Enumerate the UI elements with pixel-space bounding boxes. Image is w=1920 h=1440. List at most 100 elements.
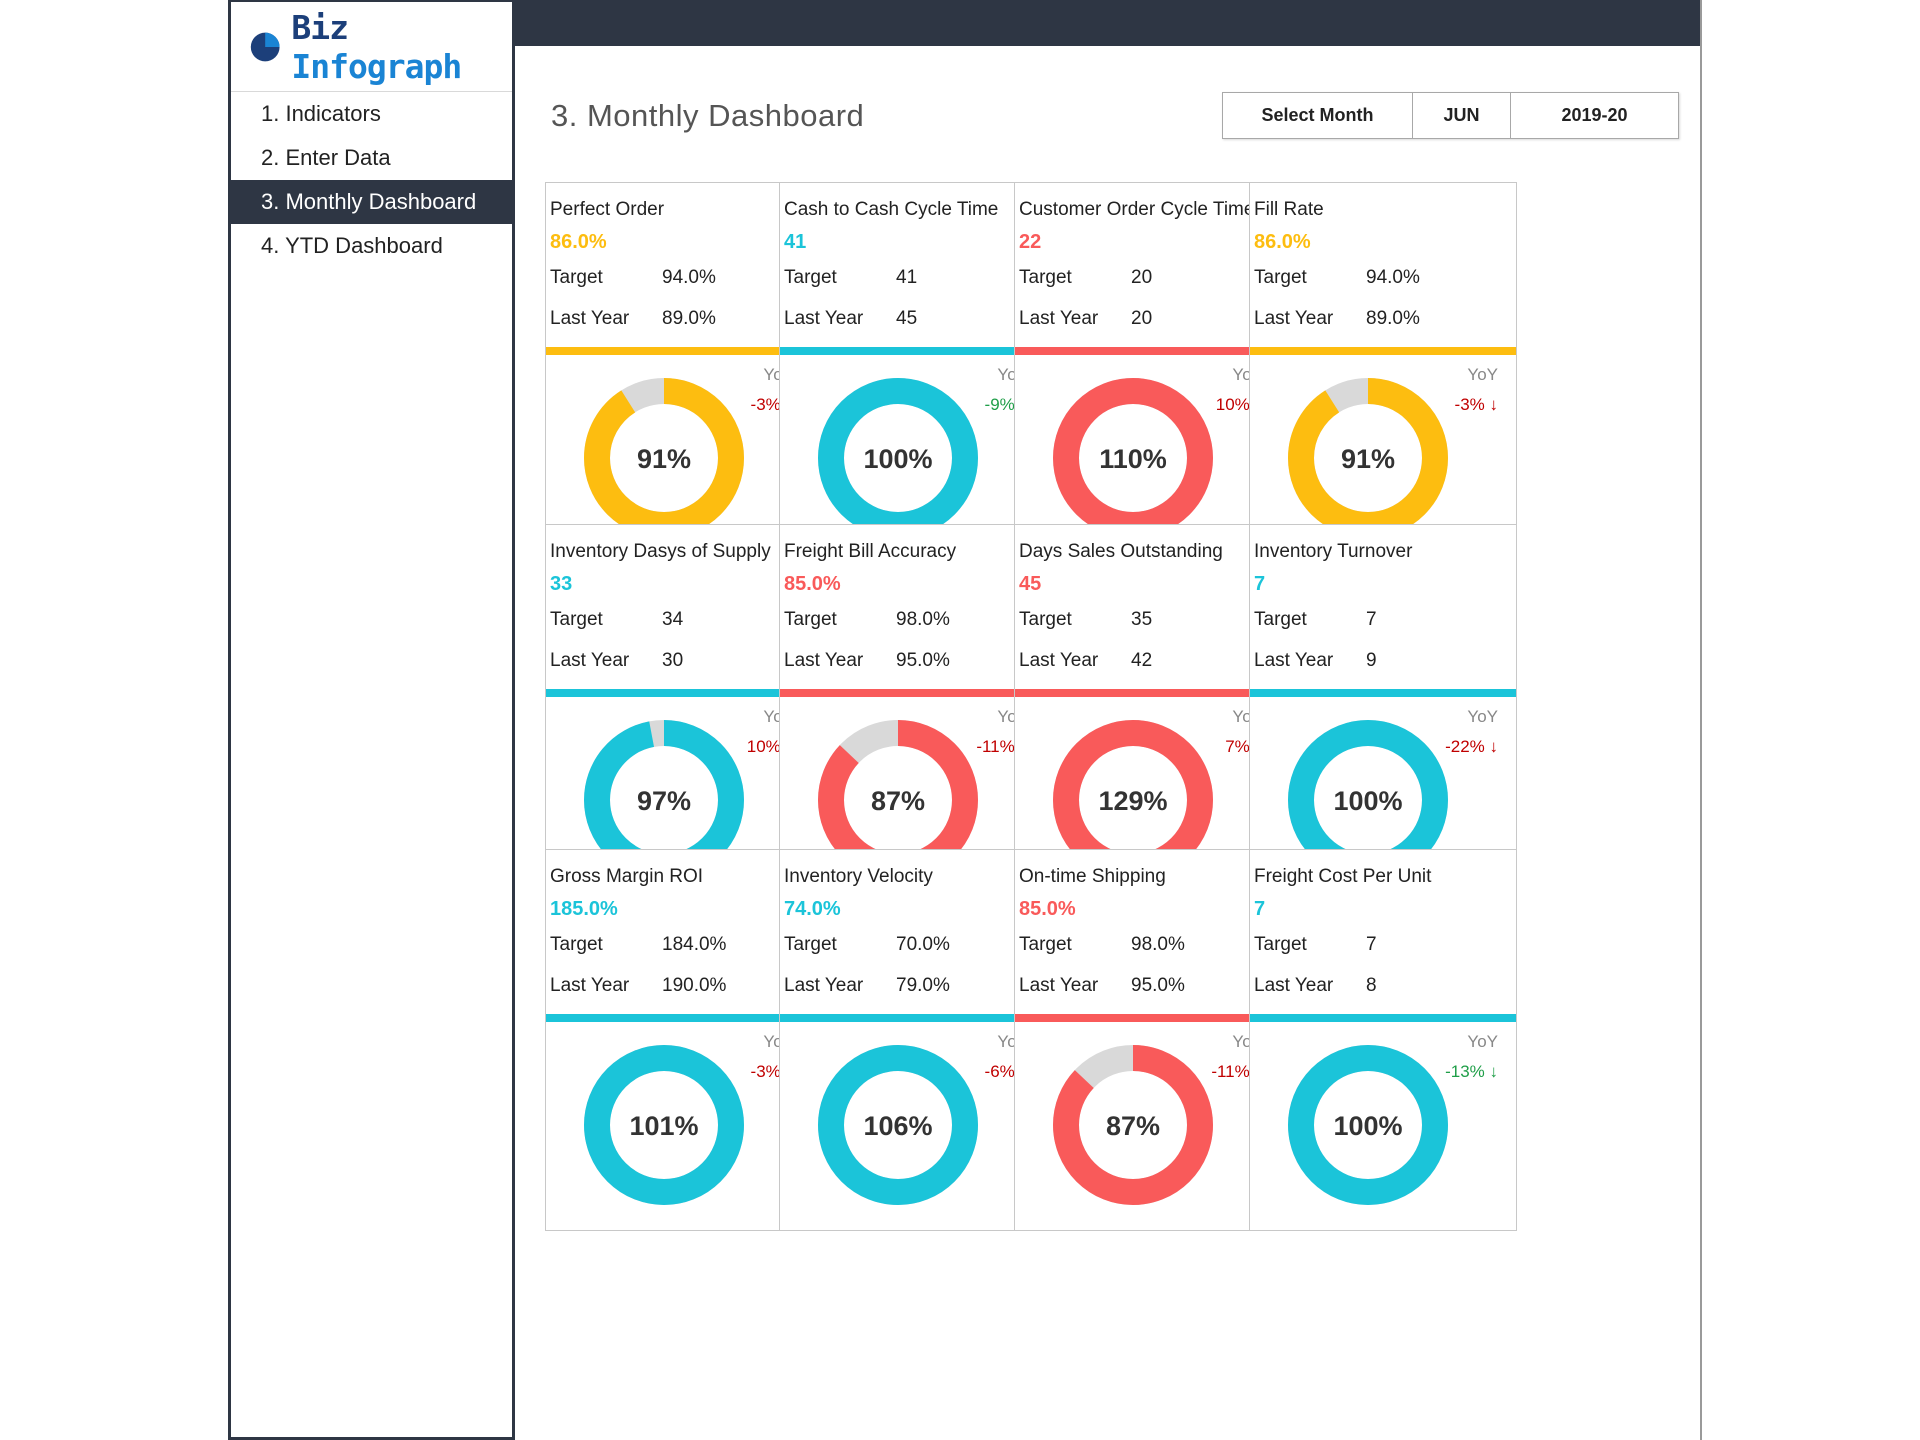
donut-chart: 106% [818, 1045, 978, 1205]
yoy-percent: -3% [750, 395, 781, 414]
last-year-value: 9 [1366, 650, 1377, 671]
last-year-row: Last Year 8 [1254, 975, 1377, 997]
target-label: Target [550, 267, 603, 288]
kpi-name: Inventory Velocity [784, 866, 933, 887]
last-year-row: Last Year 95.0% [1019, 975, 1185, 997]
sidebar: Biz Infograph 1. Indicators 2. Enter Dat… [228, 0, 515, 1440]
kpi-value: 86.0% [550, 231, 607, 253]
status-bar [546, 1014, 812, 1022]
kpi-card: Gross Margin ROI 185.0% Target 184.0% Last Y… [545, 849, 813, 1231]
target-value: 34 [662, 609, 684, 630]
kpi-name: On-time Shipping [1019, 866, 1166, 887]
last-year-row: Last Year 20 [1019, 308, 1152, 330]
target-label: Target [1254, 267, 1307, 288]
target-row: Target 20 [1019, 267, 1152, 289]
target-label: Target [1019, 609, 1072, 630]
kpi-name: Inventory Turnover [1254, 541, 1413, 562]
donut-percent-label: 129% [1098, 786, 1167, 816]
kpi-value: 7 [1254, 573, 1266, 595]
kpi-card: On-time Shipping 85.0% Target 98.0% Last Yea… [1014, 849, 1282, 1231]
yoy-percent: -9% [984, 395, 1015, 414]
last-year-row: Last Year 45 [784, 308, 917, 330]
kpi-name: Days Sales Outstanding [1019, 541, 1223, 562]
target-row: Target 94.0% [550, 267, 716, 289]
app-window: Biz Infograph 1. Indicators 2. Enter Dat… [228, 0, 1702, 1440]
kpi-value: 33 [550, 573, 573, 595]
status-bar [1015, 347, 1281, 355]
target-label: Target [784, 934, 837, 955]
kpi-value: 41 [784, 231, 807, 253]
last-year-value: 8 [1366, 975, 1377, 996]
yoy-percent: -6% [984, 1062, 1015, 1081]
nav-item-enter-data[interactable]: 2. Enter Data [261, 145, 391, 170]
last-year-row: Last Year 190.0% [550, 975, 726, 997]
kpi-name: Gross Margin ROI [550, 866, 704, 887]
last-year-row: Last Year 89.0% [550, 308, 716, 330]
kpi-card: Inventory Velocity 74.0% Target 70.0% Last Y… [779, 849, 1047, 1231]
kpi-value: 74.0% [784, 898, 841, 920]
last-year-value: 95.0% [1131, 975, 1185, 996]
target-value: 7 [1366, 609, 1377, 630]
kpi-card: Fill Rate 86.0% Target 94.0% Last Year 89.0% Y… [1249, 182, 1517, 564]
donut-percent-label: 101% [629, 1111, 698, 1141]
donut-percent-label: 91% [637, 444, 691, 474]
kpi-value: 85.0% [784, 573, 841, 595]
nav-item-indicators[interactable]: 1. Indicators [261, 101, 381, 126]
last-year-value: 89.0% [662, 308, 716, 329]
yoy-percent: -11% [976, 737, 1015, 756]
kpi-value: 86.0% [1254, 231, 1311, 253]
last-year-label: Last Year [550, 308, 630, 329]
yoy-percent: -13% [1445, 1062, 1485, 1081]
target-label: Target [550, 934, 603, 955]
last-year-label: Last Year [1254, 975, 1334, 996]
kpi-value: 85.0% [1019, 898, 1076, 920]
last-year-label: Last Year [1019, 975, 1099, 996]
donut-progress-arc [1288, 1045, 1448, 1205]
last-year-value: 20 [1131, 308, 1153, 329]
yoy-arrow-icon: ↓ [1489, 395, 1499, 414]
last-year-value: 190.0% [662, 975, 727, 996]
yoy-percent: -11% [1211, 1062, 1250, 1081]
target-value: 94.0% [662, 267, 716, 288]
target-value: 7 [1366, 934, 1377, 955]
donut-chart: 101% [584, 1045, 744, 1205]
yoy-arrow-icon: ↓ [1489, 737, 1499, 756]
year-select[interactable]: 2019-20 [1561, 105, 1628, 125]
donut-percent-label: 87% [1106, 1111, 1160, 1141]
status-bar [780, 689, 1046, 697]
target-label: Target [1019, 934, 1072, 955]
target-label: Target [1019, 267, 1072, 288]
nav-item-ytd-dashboard[interactable]: 4. YTD Dashboard [261, 233, 443, 258]
yoy-percent: 10% [1215, 395, 1250, 414]
nav-item-monthly-dashboard[interactable]: 3. Monthly Dashboard [231, 180, 512, 224]
donut-percent-label: 91% [1341, 444, 1395, 474]
yoy-percent: 10% [746, 737, 781, 756]
yoy-label: YoY [1467, 365, 1498, 384]
nav-menu: 1. Indicators 2. Enter Data 3. Monthly D… [231, 92, 512, 268]
last-year-label: Last Year [1019, 650, 1099, 671]
target-row: Target 70.0% [784, 934, 950, 956]
last-year-row: Last Year 30 [550, 650, 683, 672]
status-bar [546, 347, 812, 355]
donut-percent-label: 110% [1099, 444, 1167, 474]
last-year-label: Last Year [784, 975, 864, 996]
kpi-name: Customer Order Cycle Time [1019, 199, 1255, 220]
last-year-value: 89.0% [1366, 308, 1420, 329]
last-year-label: Last Year [1254, 308, 1334, 329]
kpi-name: Perfect Order [550, 199, 665, 220]
logo-text: Biz Infograph [291, 8, 512, 86]
last-year-value: 42 [1131, 650, 1153, 671]
yoy-value: -13% ↓ [1445, 1062, 1498, 1082]
kpi-value: 185.0% [550, 898, 618, 920]
yoy-value: -22% ↓ [1445, 737, 1498, 757]
yoy-percent: -3% [1454, 395, 1485, 414]
target-value: 98.0% [896, 609, 950, 630]
target-value: 20 [1131, 267, 1153, 288]
kpi-card: Inventory Dasys of Supply 33 Target 34 Last … [545, 524, 813, 906]
donut-percent-label: 87% [871, 786, 925, 816]
last-year-label: Last Year [550, 975, 630, 996]
month-select[interactable]: JUN [1413, 93, 1511, 138]
yoy-arrow-icon: ↓ [1489, 1062, 1499, 1081]
last-year-row: Last Year 42 [1019, 650, 1152, 672]
target-row: Target 98.0% [784, 609, 950, 631]
